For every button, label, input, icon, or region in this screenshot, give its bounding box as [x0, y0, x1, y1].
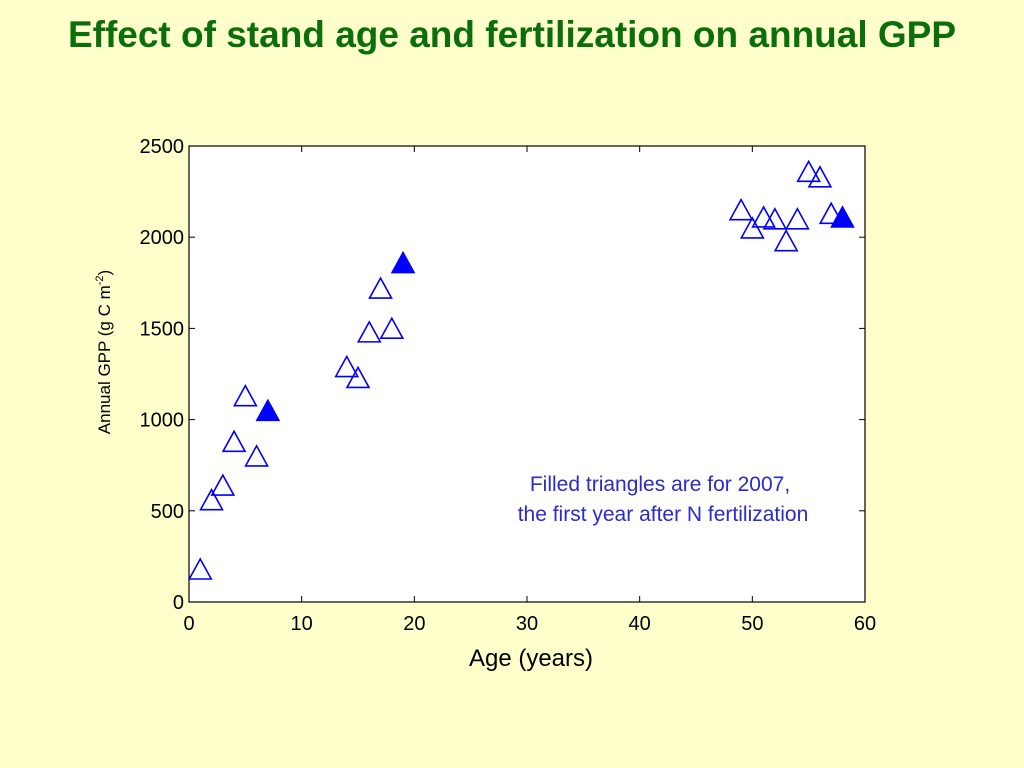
data-point-open-triangle — [368, 276, 393, 299]
x-tick-label: 10 — [291, 613, 313, 635]
data-point-open-triangle — [221, 429, 247, 453]
data-point-open-triangle — [244, 444, 269, 467]
data-point-open-triangle — [728, 198, 754, 221]
data-point-filled-triangle — [255, 398, 281, 422]
data-point-open-triangle — [210, 473, 236, 496]
data-point-open-triangle — [379, 316, 405, 340]
plot-frame — [188, 145, 866, 603]
data-markers — [187, 159, 855, 580]
data-point-open-triangle — [199, 488, 224, 511]
y-axis-label-sup: -2 — [94, 275, 106, 285]
data-point-filled-triangle — [830, 205, 855, 228]
x-tick-label: 50 — [741, 613, 763, 635]
x-tick-label: 30 — [516, 613, 538, 635]
data-point-open-triangle — [232, 384, 258, 407]
data-point-open-triangle — [796, 159, 822, 183]
y-tick-label: 1500 — [140, 318, 185, 340]
y-axis-label: Annual GPP (g C m-2) — [94, 270, 114, 434]
x-tick-label: 0 — [183, 613, 194, 635]
data-point-open-triangle — [785, 207, 810, 230]
y-tick-label: 500 — [151, 501, 184, 523]
annotation-line-1: Filled triangles are for 2007, — [530, 473, 790, 496]
y-axis-label-end: ) — [95, 270, 114, 276]
y-axis-ticks: 0 500 1000 1500 2000 2500 — [140, 136, 865, 614]
y-tick-label: 0 — [173, 592, 184, 614]
data-point-open-triangle — [187, 557, 213, 580]
data-point-open-triangle — [818, 201, 844, 225]
y-tick-label: 2500 — [140, 136, 185, 158]
y-tick-label: 2000 — [140, 227, 185, 249]
data-point-open-triangle — [807, 165, 833, 188]
data-point-open-triangle — [334, 354, 360, 378]
x-tick-label: 40 — [629, 613, 651, 635]
x-tick-label: 60 — [854, 613, 876, 635]
data-point-filled-triangle — [390, 250, 416, 274]
x-tick-label: 20 — [403, 613, 425, 635]
data-point-open-triangle — [773, 229, 799, 252]
x-axis-ticks: 0 10 20 30 40 50 60 — [183, 146, 876, 635]
y-tick-label: 1000 — [140, 410, 185, 432]
y-axis-label-main: Annual GPP (g C m — [95, 285, 114, 434]
annotation-line-2: the first year after N fertilization — [518, 503, 809, 526]
data-point-open-triangle — [356, 320, 382, 343]
x-axis-label: Age (years) — [469, 645, 593, 672]
data-point-open-triangle — [739, 216, 765, 239]
data-point-open-triangle — [762, 207, 788, 230]
slide-title: Effect of stand age and fertilization on… — [67, 14, 957, 55]
plot-area — [188, 145, 866, 603]
data-point-open-triangle — [751, 205, 776, 228]
data-point-open-triangle — [345, 365, 371, 389]
